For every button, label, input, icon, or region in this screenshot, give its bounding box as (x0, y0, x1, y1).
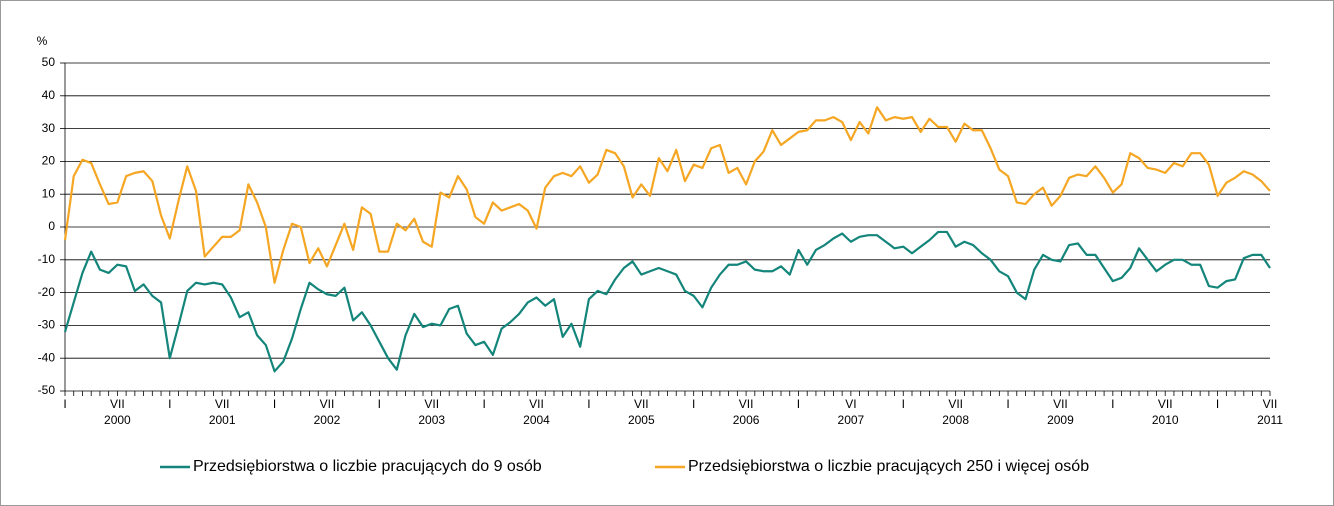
x-tick-label: I (378, 397, 381, 411)
x-tick-label: VII (1263, 397, 1278, 411)
year-label: 2006 (733, 413, 760, 427)
x-tick-label: I (587, 397, 590, 411)
x-tick-label: I (273, 397, 276, 411)
x-tick-label: VII (110, 397, 125, 411)
year-label: 2003 (418, 413, 445, 427)
y-tick-label: 30 (42, 121, 56, 135)
y-tick-label: 50 (42, 55, 56, 69)
x-tick-label: I (692, 397, 695, 411)
legend-text: Przedsiębiorstwa o liczbie pracujących d… (193, 458, 542, 475)
y-tick-label: -30 (38, 318, 56, 332)
x-tick-label: VII (529, 397, 544, 411)
x-tick-label: VII (634, 397, 649, 411)
x-tick-label: I (1216, 397, 1219, 411)
x-tick-label: I (902, 397, 905, 411)
x-tick-label: VII (215, 397, 230, 411)
y-tick-label: -10 (38, 252, 56, 266)
x-tick-label: VII (424, 397, 439, 411)
year-label: 2007 (838, 413, 865, 427)
x-tick-label: VII (739, 397, 754, 411)
year-label: 2010 (1152, 413, 1179, 427)
y-tick-label: 10 (42, 186, 56, 200)
year-label: 2004 (523, 413, 550, 427)
y-tick-label: 40 (42, 88, 56, 102)
year-label: 2009 (1047, 413, 1074, 427)
x-tick-label: I (63, 397, 66, 411)
y-tick-label: -50 (38, 383, 56, 397)
legend-text: Przedsiębiorstwa o liczbie pracujących 2… (688, 458, 1089, 475)
x-tick-label: I (1006, 397, 1009, 411)
x-tick-label: I (482, 397, 485, 411)
series-line (63, 230, 1271, 373)
x-tick-label: VII (320, 397, 335, 411)
year-label: 2001 (209, 413, 236, 427)
x-tick-label: VII (1158, 397, 1173, 411)
y-unit: % (37, 34, 48, 48)
year-label: 2002 (314, 413, 341, 427)
year-label: 2000 (104, 413, 131, 427)
year-label: 2008 (942, 413, 969, 427)
y-tick-label: 0 (48, 219, 55, 233)
y-tick-label: 20 (42, 154, 56, 168)
x-tick-label: VI (845, 397, 856, 411)
year-label: 2011 (1257, 413, 1283, 427)
x-tick-label: VII (1053, 397, 1068, 411)
x-tick-label: I (1111, 397, 1114, 411)
series-line (63, 106, 1271, 284)
year-label: 2005 (628, 413, 655, 427)
y-tick-label: -40 (38, 350, 56, 364)
x-tick-label: VII (948, 397, 963, 411)
y-tick-label: -20 (38, 285, 56, 299)
x-tick-label: I (168, 397, 171, 411)
x-tick-label: I (797, 397, 800, 411)
